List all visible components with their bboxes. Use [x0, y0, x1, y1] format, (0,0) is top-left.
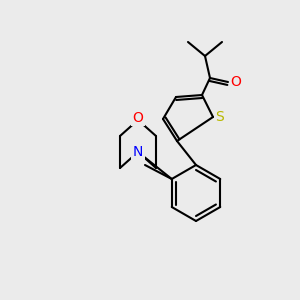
Text: N: N — [133, 145, 143, 159]
Text: S: S — [216, 110, 224, 124]
Text: O: O — [133, 111, 143, 125]
Text: O: O — [231, 75, 242, 89]
